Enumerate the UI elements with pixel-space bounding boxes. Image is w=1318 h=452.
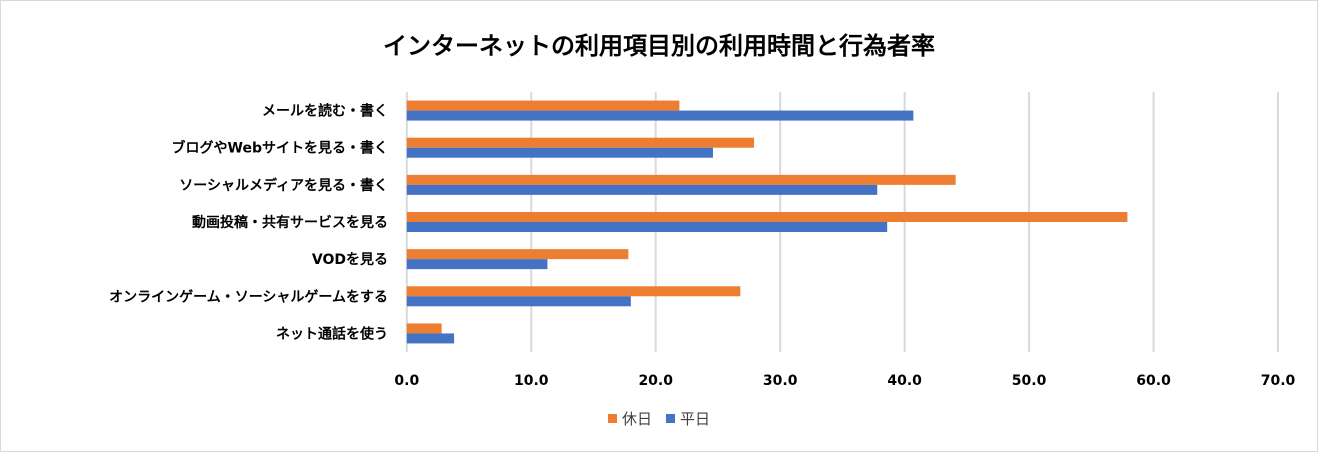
x-tick-label: 40.0 <box>887 373 922 389</box>
category-label: ソーシャルメディアを見る・書く <box>179 177 388 194</box>
x-tick-label: 60.0 <box>1136 373 1171 389</box>
bar-weekday <box>406 296 631 307</box>
bar-weekday <box>406 110 914 121</box>
chart-title: インターネットの利用項目別の利用時間と行為者率 <box>383 32 935 60</box>
x-tick-label: 50.0 <box>1012 373 1047 389</box>
legend-label-holiday: 休日 <box>621 410 652 428</box>
legend-swatch-weekday <box>666 414 675 423</box>
legend-item-weekday: 平日 <box>666 408 710 429</box>
category-label: ブログやWebサイトを見る・書く <box>172 140 388 157</box>
x-tick-label: 0.0 <box>394 373 419 389</box>
legend-label-weekday: 平日 <box>680 410 711 428</box>
category-label: VODを見る <box>312 252 388 268</box>
category-label: メールを読む・書く <box>262 103 388 120</box>
bar-weekday <box>406 333 455 344</box>
bar-weekday <box>406 222 888 232</box>
legend: 休日 平日 <box>0 408 1318 429</box>
bar-weekday <box>406 147 713 158</box>
bar-weekday <box>406 259 548 270</box>
legend-swatch-holiday <box>607 414 617 423</box>
category-label: ネット通話を使う <box>276 325 388 342</box>
bar-holiday <box>406 137 755 148</box>
bar-holiday <box>406 249 629 260</box>
bar-holiday <box>406 212 1128 222</box>
bar-weekday <box>406 184 878 195</box>
bar-holiday <box>406 174 956 185</box>
x-tick-label: 30.0 <box>763 373 798 389</box>
x-tick-label: 10.0 <box>514 373 549 389</box>
x-tick-label: 20.0 <box>638 373 673 389</box>
category-label: オンラインゲーム・ソーシャルゲームをする <box>109 288 388 305</box>
bar-holiday <box>406 286 741 297</box>
legend-item-holiday: 休日 <box>607 408 652 429</box>
category-label: 動画投稿・共有サービスを見る <box>192 214 388 231</box>
bar-holiday <box>406 323 442 334</box>
x-tick-label: 70.0 <box>1261 373 1296 389</box>
bar-holiday <box>406 100 680 111</box>
